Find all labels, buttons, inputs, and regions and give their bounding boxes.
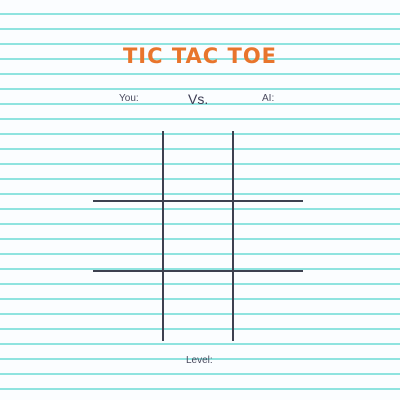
- board-cell-0[interactable]: [93, 131, 161, 199]
- level-label: Level:: [186, 355, 213, 366]
- you-label: You:: [119, 93, 139, 104]
- grid-line-vertical-2: [232, 131, 234, 341]
- board-cell-3[interactable]: [93, 202, 161, 270]
- board-cell-8[interactable]: [234, 272, 302, 340]
- vs-label: Vs.: [188, 91, 209, 107]
- board-cell-5[interactable]: [234, 202, 302, 270]
- grid-line-horizontal-1: [93, 200, 303, 202]
- game-title: TIC TAC TOE: [122, 44, 278, 68]
- game-board: [93, 131, 303, 341]
- board-cell-2[interactable]: [234, 131, 302, 199]
- board-cell-1[interactable]: [164, 131, 232, 199]
- grid-line-vertical-1: [162, 131, 164, 341]
- ai-label: AI:: [262, 93, 275, 104]
- board-cell-4[interactable]: [164, 202, 232, 270]
- grid-line-horizontal-2: [93, 270, 303, 272]
- board-cell-6[interactable]: [93, 272, 161, 340]
- board-cell-7[interactable]: [164, 272, 232, 340]
